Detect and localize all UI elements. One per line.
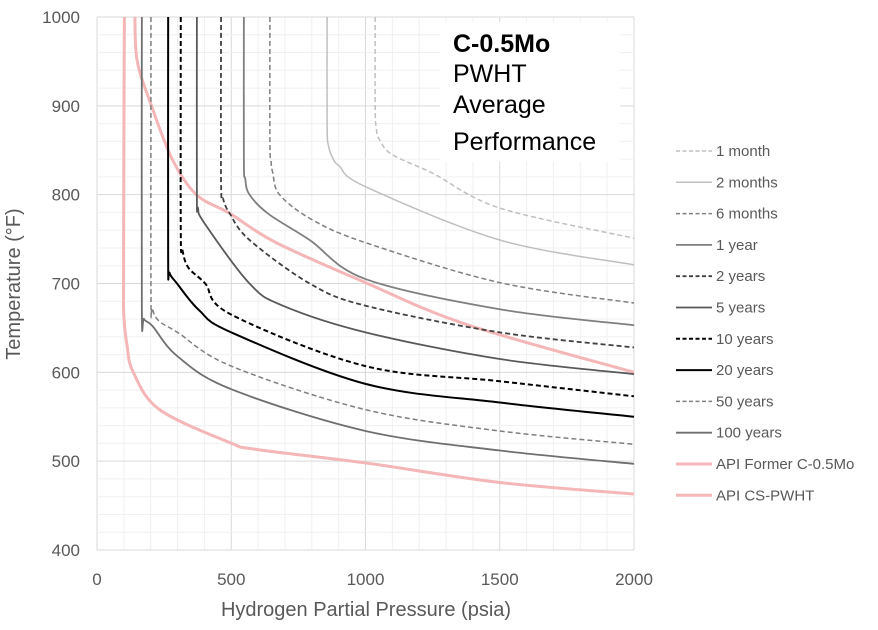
series-line-5-years [195,16,635,376]
annotation-line-4: Performance [453,128,596,156]
x-tick-label: 500 [217,570,245,589]
series-line-2-years [219,16,635,349]
series-line-100-years [140,16,635,465]
legend-label: 1 month [716,143,770,160]
y-tick-label: 600 [52,363,80,382]
y-tick-labels: 400 500 600 700 800 900 1000 [42,8,80,560]
legend-item-1-month: 1 month [676,143,770,160]
legend-label: 5 years [716,300,765,317]
legend-label: 20 years [716,362,774,379]
legend-item-api-former-c-0-5mo: API Former C-0.5Mo [676,456,854,473]
series-line-50-years [150,16,635,446]
x-tick-label: 1000 [347,570,385,589]
legend-label: 50 years [716,393,774,410]
y-tick-label: 900 [52,97,80,116]
series-line-20-years [167,16,635,418]
legend-item-100-years: 100 years [676,425,782,442]
y-tick-label: 400 [52,541,80,560]
series-line-2-months [326,16,635,266]
legend-item-2-months: 2 months [676,174,778,191]
legend-label: 2 years [716,268,765,285]
y-axis-title: Temperature (°F) [3,208,25,359]
legend-label: 10 years [716,331,774,348]
annotation-line-2: PWHT [453,60,527,88]
legend-item-6-months: 6 months [676,206,778,223]
series-line-1-year [242,16,635,327]
legend-item-10-years: 10 years [676,331,774,348]
x-axis-title: Hydrogen Partial Pressure (psia) [221,599,511,621]
legend-item-2-years: 2 years [676,268,765,285]
x-tick-label: 1500 [481,570,519,589]
series-line-api-cs-pwht [121,16,635,496]
legend-item-1-year: 1 year [676,237,758,254]
series-lines [121,16,635,496]
x-tick-label: 2000 [615,570,653,589]
y-tick-label: 800 [52,186,80,205]
legend-item-5-years: 5 years [676,300,765,317]
legend-item-api-cs-pwht: API CS-PWHT [676,487,814,504]
legend-label: API CS-PWHT [716,487,814,504]
legend-label: API Former C-0.5Mo [716,456,854,473]
y-tick-label: 1000 [42,8,80,27]
annotation-background [440,22,620,162]
legend: 1 month 2 months 6 months 1 year 2 years 5 ye… [676,143,854,504]
chart-annotation: C-0.5Mo PWHT Average Performance [453,30,596,156]
annotation-line-3: Average [453,91,546,119]
x-tick-label: 0 [92,570,101,589]
series-line-1-month [374,16,635,239]
legend-label: 2 months [716,174,778,191]
legend-label: 6 months [716,206,778,223]
x-tick-labels: 0 500 1000 1500 2000 [92,570,653,589]
legend-item-20-years: 20 years [676,362,774,379]
annotation-line-1: C-0.5Mo [453,30,550,58]
legend-item-50-years: 50 years [676,393,774,410]
y-tick-label: 700 [52,275,80,294]
legend-label: 100 years [716,425,782,442]
y-tick-label: 500 [52,452,80,471]
legend-label: 1 year [716,237,758,254]
